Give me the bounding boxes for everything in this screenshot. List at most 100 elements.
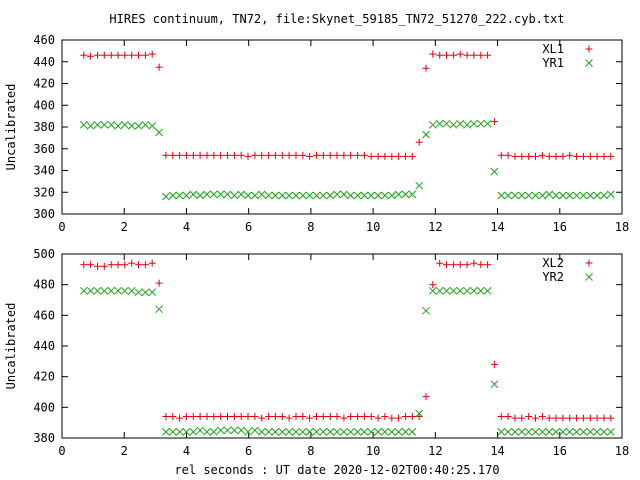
- data-point-yr2: [333, 428, 341, 436]
- marker-stroke: [285, 428, 293, 436]
- plot-frame: [61, 39, 623, 215]
- data-point-xl2: [552, 414, 560, 422]
- marker-stroke: [100, 286, 109, 295]
- top-panel: Uncalibrated 300320340360380400420440460…: [4, 33, 629, 234]
- marker-stroke: [394, 190, 403, 199]
- x-tick-label: 14: [490, 444, 504, 458]
- data-point-yr2: [264, 428, 273, 436]
- marker-stroke: [463, 120, 471, 129]
- marker-stroke: [428, 286, 437, 295]
- marker-stroke: [408, 190, 417, 199]
- marker-stroke: [497, 191, 506, 200]
- data-point-yr1: [401, 190, 410, 199]
- marker-stroke: [333, 428, 341, 436]
- data-point-yr2: [483, 286, 492, 295]
- marker-stroke: [381, 191, 389, 200]
- data-point-xl1: [511, 152, 519, 160]
- marker-stroke: [189, 428, 198, 436]
- data-point-yr1: [374, 191, 382, 200]
- data-point-yr1: [600, 191, 608, 200]
- data-point-xl1: [532, 152, 539, 160]
- marker-stroke: [305, 191, 314, 200]
- data-point-yr2: [223, 426, 232, 435]
- data-point-yr2: [579, 428, 588, 436]
- data-point-xl1: [333, 151, 341, 159]
- data-point-yr1: [244, 191, 252, 200]
- marker-stroke: [504, 191, 512, 200]
- data-point-yr1: [593, 191, 601, 200]
- marker-stroke: [168, 428, 177, 436]
- bottom-panel: Uncalibrated 380 400 420 440 460 480 500 0 2 4 6 8 1…: [4, 247, 629, 458]
- marker-stroke: [120, 286, 129, 295]
- data-point-yr2: [93, 286, 102, 295]
- y-tick-label: 480: [33, 278, 55, 292]
- data-point-yr1: [538, 191, 547, 200]
- data-point-xl1: [477, 51, 485, 59]
- data-point-xl2: [265, 413, 273, 420]
- data-point-xl1: [94, 51, 101, 59]
- y-tick-label: 460: [33, 308, 55, 322]
- data-point-yr2: [387, 428, 396, 436]
- data-point-xl2: [518, 414, 526, 422]
- legend-marker-xl2: [585, 259, 593, 267]
- data-point-yr2: [552, 428, 560, 436]
- data-point-xl1: [443, 51, 450, 59]
- x-axis-label: rel seconds : UT date 2020-12-02T00:40:2…: [174, 463, 499, 477]
- marker-stroke: [209, 190, 218, 199]
- y-tick-label: 380: [33, 120, 55, 134]
- data-point-xl1: [415, 138, 423, 146]
- data-point-xl1: [395, 152, 403, 160]
- data-point-xl1: [388, 152, 396, 160]
- data-point-yr1: [86, 122, 95, 130]
- marker-stroke: [497, 428, 506, 436]
- data-point-xl1: [326, 151, 334, 159]
- x-tick-label: 16: [553, 444, 567, 458]
- x-tick-label: 12: [428, 444, 442, 458]
- data-point-xl1: [299, 151, 307, 159]
- data-point-yr2: [285, 428, 293, 436]
- marker-stroke: [189, 190, 198, 199]
- data-point-yr1: [353, 191, 362, 200]
- data-point-xl2: [114, 261, 122, 269]
- data-point-xl2: [504, 413, 512, 420]
- marker-stroke: [86, 286, 95, 295]
- marker-stroke: [312, 428, 321, 436]
- x-tick-label: 8: [307, 220, 314, 234]
- data-point-xl1: [566, 151, 574, 159]
- legend-marker-yr1: [585, 59, 593, 67]
- data-point-yr1: [428, 120, 437, 129]
- data-point-xl2: [299, 413, 307, 420]
- data-point-xl1: [128, 51, 136, 59]
- data-point-yr1: [93, 120, 102, 129]
- marker-stroke: [134, 122, 143, 130]
- data-point-yr1: [237, 190, 246, 199]
- marker-stroke: [449, 286, 458, 295]
- data-point-xl2: [354, 413, 362, 420]
- data-point-yr1: [565, 191, 574, 200]
- data-point-yr2: [209, 428, 218, 436]
- data-point-yr2: [278, 428, 287, 436]
- data-point-xl1: [360, 151, 368, 159]
- marker-stroke: [408, 428, 417, 436]
- data-point-xl1: [176, 151, 184, 159]
- marker-stroke: [237, 190, 246, 199]
- data-point-yr2: [326, 428, 335, 436]
- data-point-yr1: [346, 191, 355, 200]
- marker-stroke: [333, 190, 341, 199]
- data-point-yr1: [524, 191, 533, 200]
- data-point-xl2: [388, 414, 396, 422]
- data-point-xl1: [80, 51, 88, 59]
- data-point-xl2: [511, 414, 519, 422]
- data-point-xl1: [135, 51, 142, 59]
- y-tick-label: 440: [33, 339, 55, 353]
- data-point-xl1: [306, 152, 314, 160]
- data-point-xl2: [230, 413, 238, 420]
- data-point-xl2: [203, 413, 211, 420]
- marker-stroke: [524, 191, 533, 200]
- data-point-xl1: [367, 152, 375, 160]
- data-point-xl2: [169, 413, 177, 420]
- data-point-xl2: [333, 413, 341, 420]
- x-tick-label: 18: [615, 444, 629, 458]
- data-point-xl1: [354, 151, 362, 159]
